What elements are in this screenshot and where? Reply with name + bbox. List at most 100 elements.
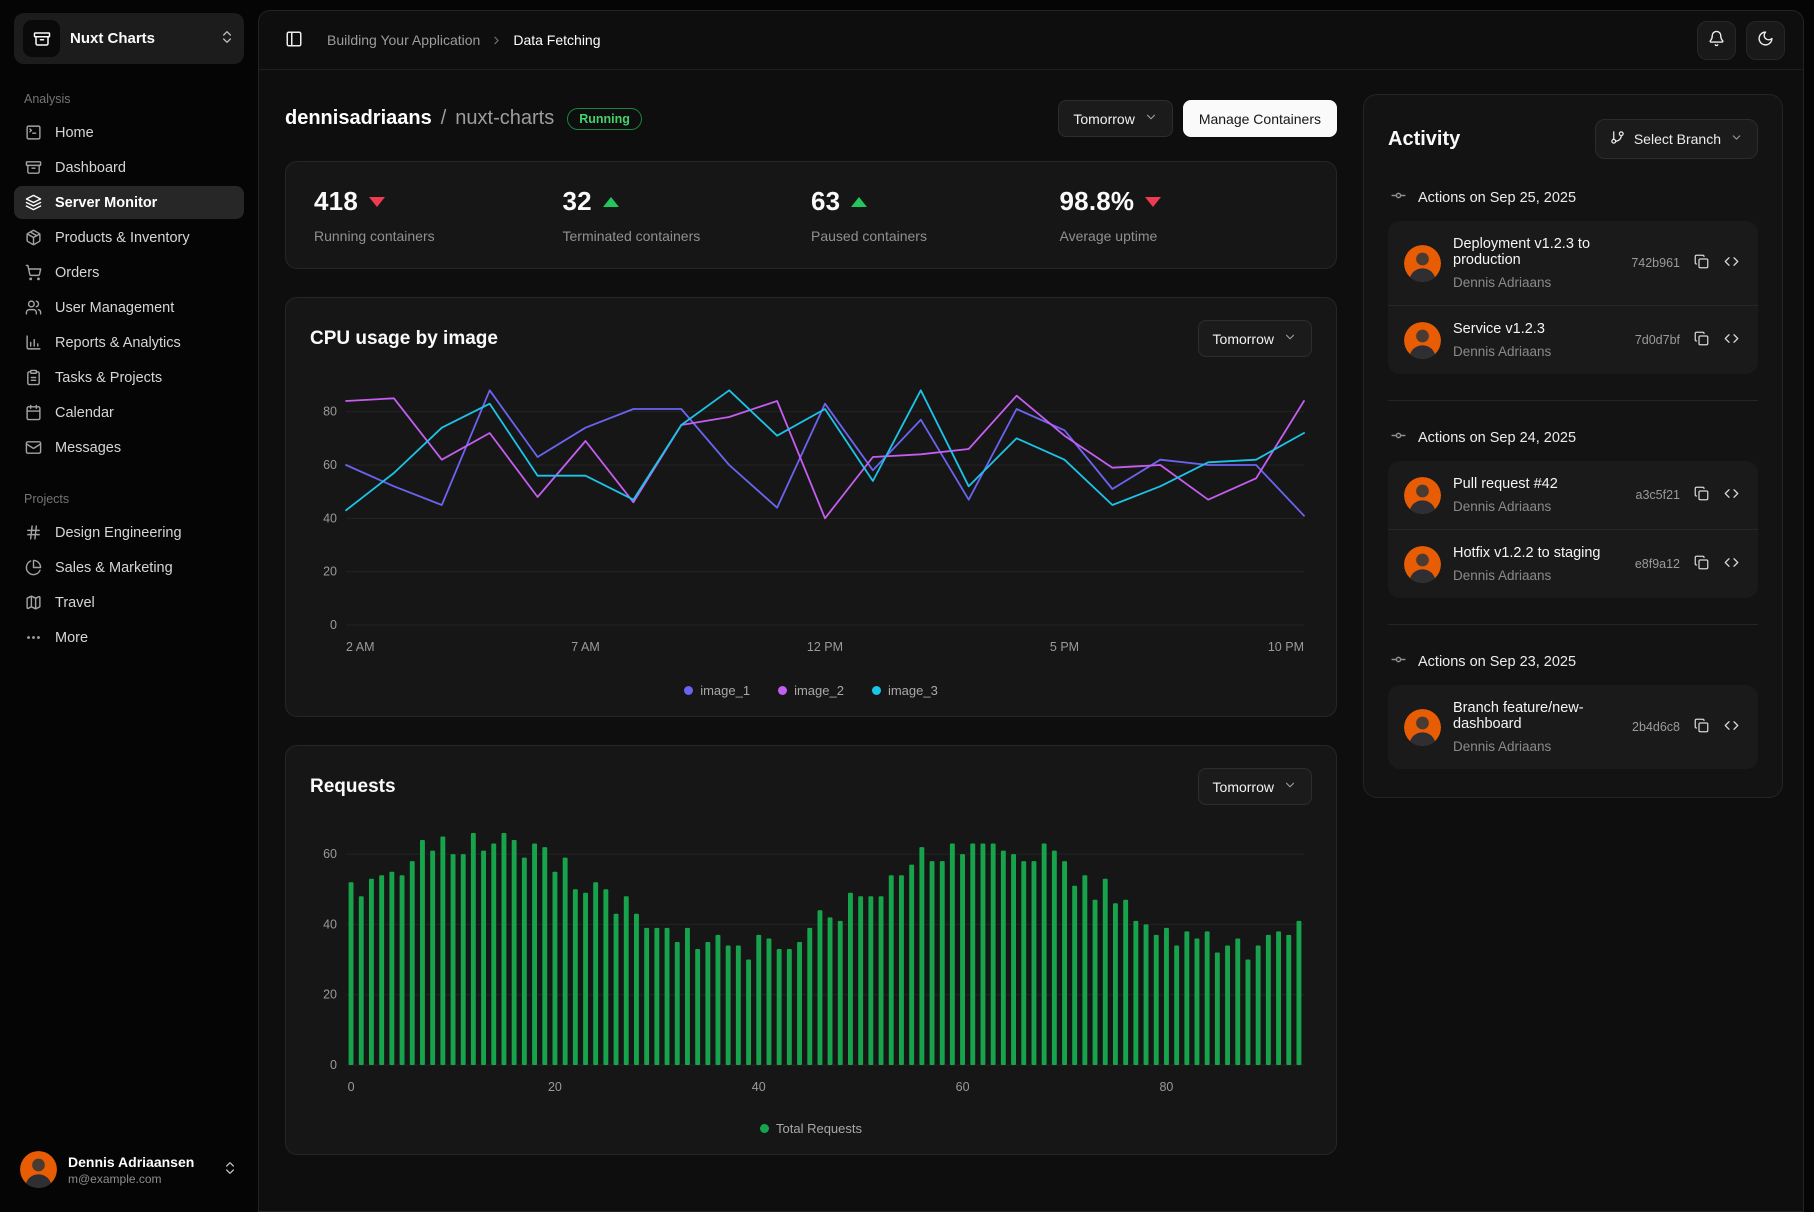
sidebar-item-label: Home [55,124,94,141]
copy-hash-button[interactable] [1691,552,1712,576]
chevrons-up-down-icon [219,29,235,48]
view-code-button[interactable] [1721,251,1742,275]
activity-item-author: Dennis Adriaans [1453,499,1552,514]
select-branch-button[interactable]: Select Branch [1594,119,1758,159]
manage-containers-button[interactable]: Manage Containers [1182,100,1337,137]
user-avatar [20,1151,57,1188]
sidebar-item-user-management[interactable]: User Management [14,291,244,324]
copy-hash-button[interactable] [1691,483,1712,507]
svg-text:40: 40 [752,1080,766,1094]
svg-text:80: 80 [323,405,337,419]
activity-divider [1388,624,1758,625]
svg-text:40: 40 [323,917,337,931]
stat-average-uptime: 98.8% Average uptime [1060,186,1309,244]
svg-text:7 AM: 7 AM [571,640,600,654]
theme-toggle-button[interactable] [1746,20,1785,60]
cpu-period-label: Tomorrow [1212,330,1274,347]
copy-icon [1694,486,1709,504]
copy-hash-button[interactable] [1691,251,1712,275]
hash-icon [25,524,42,541]
sidebar-item-reports-analytics[interactable]: Reports & Analytics [14,326,244,359]
moon-icon [1757,30,1774,50]
clipboard-icon [25,369,42,386]
archive-icon [25,159,42,176]
cpu-chart-title: CPU usage by image [310,327,498,349]
activity-date-label: Actions on Sep 24, 2025 [1418,429,1577,446]
notifications-button[interactable] [1697,20,1736,60]
sidebar-item-calendar[interactable]: Calendar [14,396,244,429]
svg-text:40: 40 [323,511,337,525]
sidebar-item-dashboard[interactable]: Dashboard [14,151,244,184]
view-code-button[interactable] [1721,552,1742,576]
chevron-down-icon [1283,778,1297,795]
view-code-button[interactable] [1721,328,1742,352]
view-code-button[interactable] [1721,715,1742,739]
legend-item-image-3: image_3 [871,683,938,698]
period-dropdown[interactable]: Tomorrow [1058,100,1173,137]
sidebar-item-label: Calendar [55,404,114,421]
container-icon [23,20,60,57]
sidebar-item-travel[interactable]: Travel [14,586,244,619]
stat-value: 63 [811,186,841,216]
sidebar-item-label: Orders [55,264,100,281]
sidebar-item-label: Sales & Marketing [55,559,173,576]
chevrons-up-down-icon [222,1160,238,1179]
git-commit-icon [1390,427,1407,448]
sidebar-item-server-monitor[interactable]: Server Monitor [14,186,244,219]
cpu-period-dropdown[interactable]: Tomorrow [1197,320,1312,357]
package-icon [25,229,42,246]
copy-icon [1694,718,1709,736]
sidebar-item-tasks-projects[interactable]: Tasks & Projects [14,361,244,394]
author-avatar [1404,321,1441,359]
activity-item: Hotfix v1.2.2 to staging Dennis Adriaans e… [1388,529,1758,598]
view-code-button[interactable] [1721,483,1742,507]
calendar-icon [25,404,42,421]
team-switcher[interactable]: Nuxt Charts [14,13,244,64]
activity-panel: Activity Select Branch Actions on Sep 25… [1363,94,1783,798]
sidebar-item-more[interactable]: More [14,621,244,654]
sidebar-item-label: Products & Inventory [55,229,190,246]
code-icon [1724,486,1739,504]
commit-hash: 7d0d7bf [1634,333,1680,347]
sidebar-item-label: Design Engineering [55,524,182,541]
user-menu[interactable]: Dennis Adriaansen m@example.com [14,1145,244,1194]
svg-text:5 PM: 5 PM [1050,640,1079,654]
svg-text:60: 60 [323,458,337,472]
activity-item: Service v1.2.3 Dennis Adriaans 7d0d7bf [1388,305,1758,374]
content: dennisadriaans / nuxt-charts Running Tom… [259,70,1803,1211]
terminal-square-icon [25,124,42,141]
activity-item-title: Branch feature/new-dashboard [1453,700,1584,732]
activity-item: Deployment v1.2.3 to production Dennis Ad… [1388,221,1758,305]
commit-hash: 742b961 [1631,256,1680,270]
sidebar-item-sales-marketing[interactable]: Sales & Marketing [14,551,244,584]
breadcrumb-current: Data Fetching [513,32,601,48]
repo-separator: / [440,107,447,129]
sidebar-item-products-inventory[interactable]: Products & Inventory [14,221,244,254]
sidebar-item-label: Server Monitor [55,194,158,211]
activity-item-author: Dennis Adriaans [1453,344,1552,359]
code-icon [1724,254,1739,272]
sidebar-item-design-engineering[interactable]: Design Engineering [14,516,244,549]
breadcrumb-parent[interactable]: Building Your Application [327,32,481,48]
copy-hash-button[interactable] [1691,715,1712,739]
author-avatar [1404,476,1441,514]
sidebar-item-label: Messages [55,439,122,456]
legend-item-image-1: image_1 [684,683,750,698]
copy-hash-button[interactable] [1691,328,1712,352]
trend-down-icon [1145,196,1162,207]
stat-terminated-containers: 32 Terminated containers [563,186,812,244]
svg-text:10 PM: 10 PM [1268,640,1304,654]
sidebar-item-home[interactable]: Home [14,116,244,149]
sidebar-item-messages[interactable]: Messages [14,431,244,464]
sidebar-item-label: Tasks & Projects [55,369,163,386]
activity-item-title: Hotfix v1.2.2 to staging [1453,545,1601,561]
requests-period-dropdown[interactable]: Tomorrow [1197,768,1312,805]
stat-paused-containers: 63 Paused containers [811,186,1060,244]
sidebar-toggle-button[interactable] [277,23,311,57]
section-label-projects: Projects [24,492,70,506]
activity-item-author: Dennis Adriaans [1453,739,1552,754]
activity-title: Activity [1388,127,1461,150]
sidebar-item-orders[interactable]: Orders [14,256,244,289]
activity-item-title: Deployment v1.2.3 to production [1453,236,1591,268]
panel-left-icon [285,30,303,51]
